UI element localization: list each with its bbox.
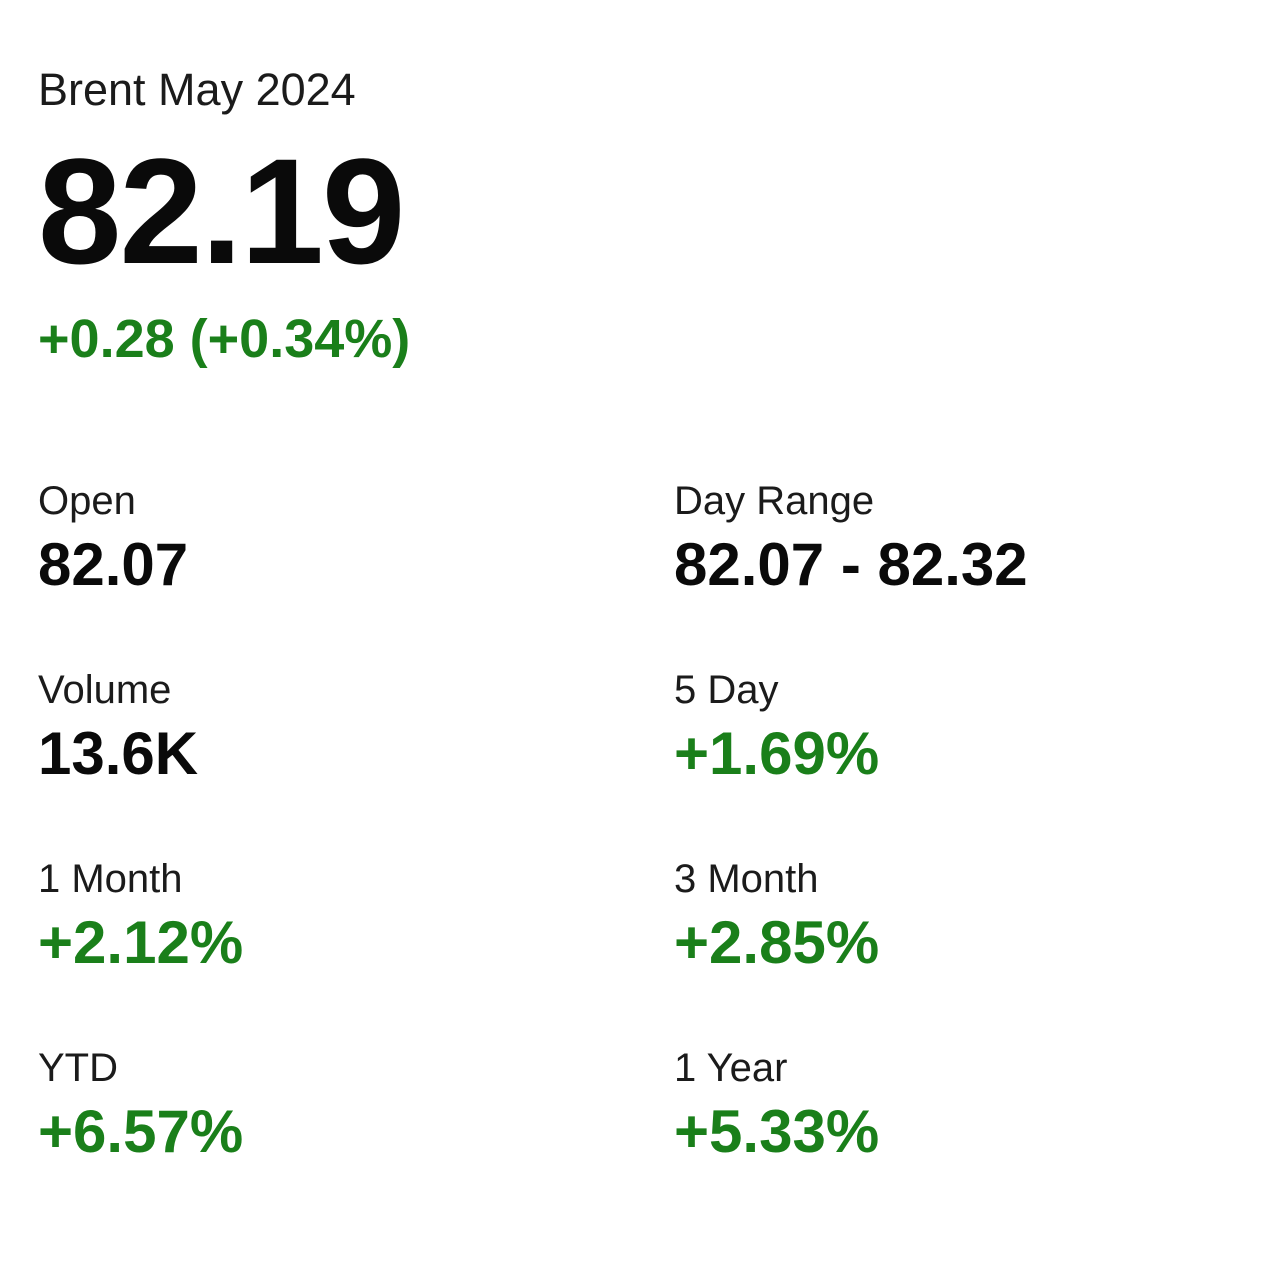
stat-value: +2.12% — [38, 909, 244, 976]
stat-ytd: YTD +6.57% — [38, 1041, 674, 1230]
stat-open: Open 82.07 — [38, 474, 674, 663]
stat-label: 5 Day — [674, 668, 779, 712]
stat-label: YTD — [38, 1046, 118, 1090]
stat-value: 82.07 — [38, 531, 189, 598]
stat-value: 13.6K — [38, 720, 199, 787]
stat-label: 1 Year — [674, 1046, 788, 1090]
stat-value: +6.57% — [38, 1098, 244, 1165]
stat-label: 1 Month — [38, 857, 183, 901]
instrument-name: Brent May 2024 — [38, 64, 356, 115]
quote-header: Brent May 2024 82.19 +0.28 (+0.34%) — [38, 62, 410, 370]
last-price: 82.19 — [38, 127, 405, 295]
stat-value: +5.33% — [674, 1098, 880, 1165]
stat-5-day: 5 Day +1.69% — [674, 663, 1238, 852]
stat-value: +2.85% — [674, 909, 880, 976]
stat-label: Open — [38, 479, 136, 523]
stat-1-month: 1 Month +2.12% — [38, 852, 674, 1041]
stat-volume: Volume 13.6K — [38, 663, 674, 852]
stat-day-range: Day Range 82.07 - 82.32 — [674, 474, 1238, 663]
stat-label: Day Range — [674, 479, 875, 523]
price-change: +0.28 (+0.34%) — [38, 309, 411, 369]
stat-3-month: 3 Month +2.85% — [674, 852, 1238, 1041]
stat-label: Volume — [38, 668, 172, 712]
stat-value: +1.69% — [674, 720, 880, 787]
stat-label: 3 Month — [674, 857, 819, 901]
stat-value: 82.07 - 82.32 — [674, 531, 1028, 598]
stat-1-year: 1 Year +5.33% — [674, 1041, 1238, 1230]
stats-grid: Open 82.07 Day Range 82.07 - 82.32 Volum… — [38, 474, 1238, 1230]
